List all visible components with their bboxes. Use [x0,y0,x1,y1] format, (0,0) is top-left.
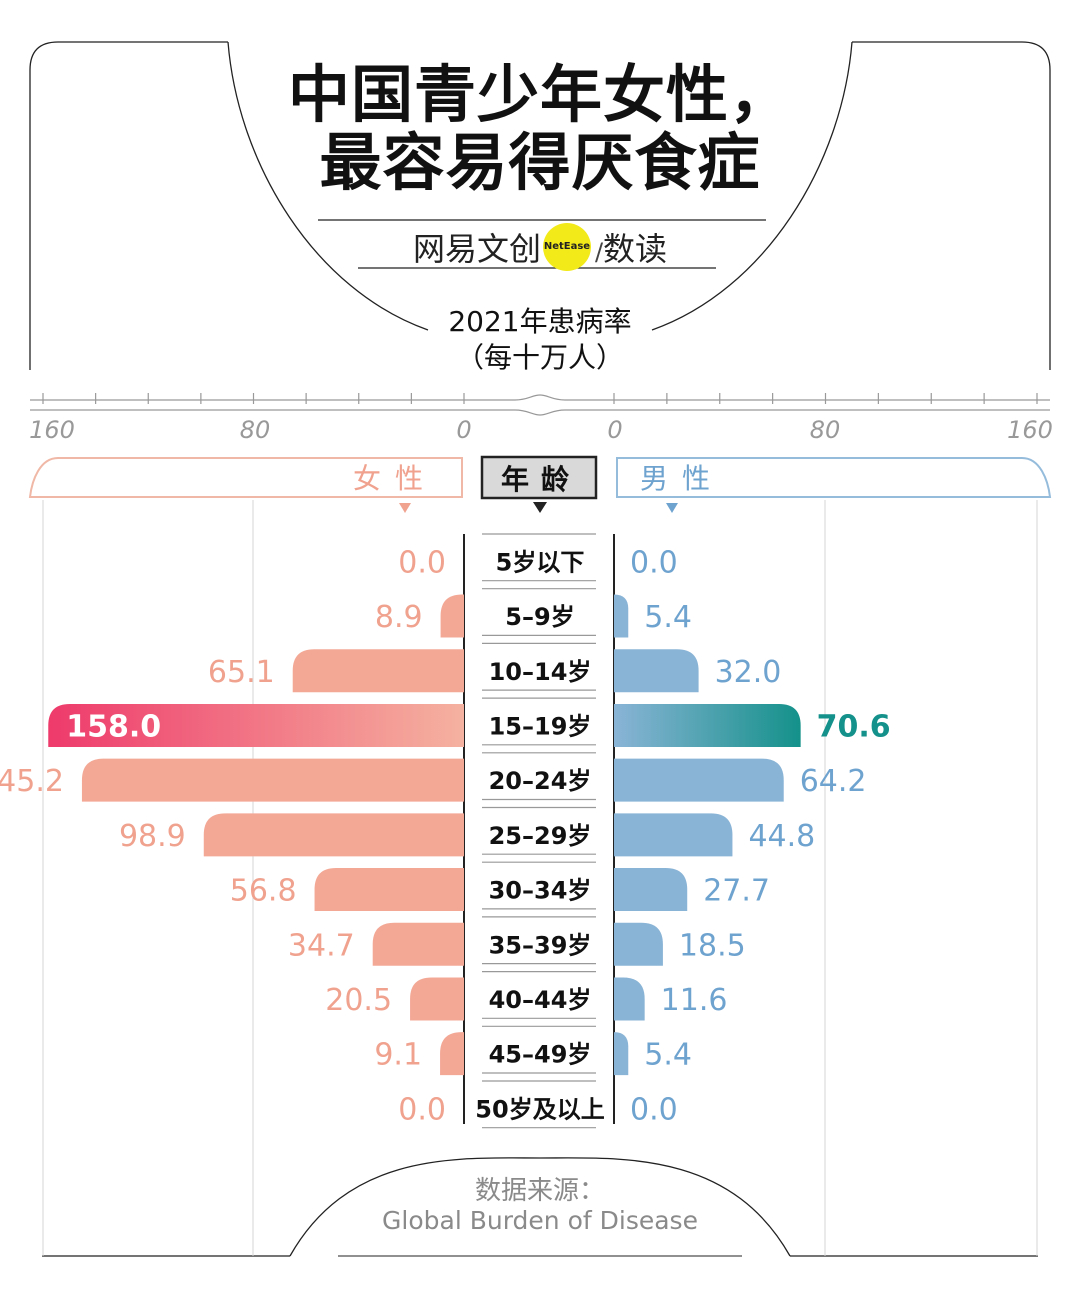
male-bar [614,1032,629,1076]
tick-label-left-160: 160 [29,416,75,444]
tick-label-left-0: 0 [456,416,471,444]
frame-top-right [852,41,1051,370]
age-label: 15–19岁 [489,712,592,740]
axis-ruler [30,393,1050,416]
female-value-label: 0.0 [398,1092,446,1127]
tick-label-right-80: 80 [810,416,841,444]
female-bar [48,703,464,747]
age-label: 30–34岁 [489,877,592,905]
female-value-label: 20.5 [325,983,392,1018]
female-bar [203,813,464,857]
female-header: 女性 [28,457,463,513]
male-value-label: 11.6 [661,983,728,1018]
bar-rows: 5岁以下 0.0 0.0 5–9岁 8.9 5.4 10–14岁 65.1 32.0 15–19岁… [0,533,891,1129]
male-value-label: 32.0 [715,655,782,690]
male-bar [614,703,801,747]
axis-ticks-right [613,393,1038,404]
age-label: 45–49岁 [489,1041,592,1069]
female-bar [440,594,464,638]
brand-right: 数读 [603,230,668,268]
female-value-label: 34.7 [288,928,355,963]
male-header-pointer [666,503,678,513]
brand-left: 网易文创 [412,230,541,268]
female-bar [314,868,464,912]
age-label: 35–39岁 [489,931,592,959]
age-label: 10–14岁 [489,658,592,686]
female-value-label: 56.8 [230,874,297,909]
tick-label-right-160: 160 [1007,416,1053,444]
tick-label-right-0: 0 [607,416,622,444]
male-header: 男性 [616,457,1052,513]
bottom-dome [289,1157,791,1257]
page-title-line-2: 最容易得厌食症 [319,126,761,199]
bowl-arc-left [227,41,429,331]
page-title-line-1: 中国青少年女性， [287,58,792,131]
female-label: 女性 [353,462,437,495]
source-label: 数据来源： [474,1176,605,1206]
female-bar [292,649,464,693]
source-name: Global Burden of Disease [382,1206,698,1235]
female-bar [410,977,464,1021]
bowl-arc-right [651,41,853,331]
male-value-label: 0.0 [630,545,678,580]
title-rules [318,219,766,269]
female-value-label: 98.9 [119,819,186,854]
female-bar [81,758,464,802]
male-value-label: 0.0 [630,1092,678,1127]
male-bar [614,594,629,638]
frame-decoration [29,41,1051,1257]
male-bar [614,813,733,857]
age-label: 5岁以下 [496,548,585,576]
female-value-label: 0.0 [398,545,446,580]
female-header-pointer [399,503,411,513]
female-value-label: 9.1 [374,1038,422,1073]
male-header-bracket [616,457,1052,498]
age-header: 年龄 [480,455,598,513]
male-bar [614,977,645,1021]
male-value-label: 70.6 [817,709,891,744]
female-value-label: 158.0 [66,709,161,744]
male-value-label: 64.2 [800,764,867,799]
male-bar [614,868,688,912]
male-value-label: 27.7 [703,874,770,909]
female-bar [372,922,464,966]
age-label: 40–44岁 [489,986,592,1014]
male-value-label: 5.4 [644,1038,692,1073]
age-header-pointer [533,502,547,513]
axis-tick-labels: 160 80 0 0 80 160 [29,416,1053,444]
age-label: 25–29岁 [489,822,592,850]
male-label: 男性 [640,462,724,495]
brand-badge: NetEase [542,223,591,271]
age-label: 5–9岁 [505,603,574,631]
male-bar [614,758,784,802]
female-header-bracket [28,457,463,498]
male-value-label: 18.5 [679,928,746,963]
unit-line-2: （每十万人） [455,341,624,374]
female-value-label: 65.1 [208,655,275,690]
age-header-box [480,455,598,500]
male-value-label: 44.8 [748,819,815,854]
male-bar [614,649,699,693]
unit-line-1: 2021年患病率 [448,305,632,338]
age-label: 50岁及以上 [475,1095,604,1123]
axis-ticks-left [42,393,465,404]
frame-top-left [29,41,228,370]
female-value-label: 8.9 [375,600,423,635]
age-label: 20–24岁 [489,767,592,795]
male-bar [614,922,663,966]
male-value-label: 5.4 [644,600,692,635]
brand-logo: 网易文创 NetEase/数读 [0,223,1080,275]
female-value-label: 145.2 [0,764,64,799]
female-bar [440,1032,464,1076]
brand-slash: / [594,238,604,266]
gridlines [42,500,1038,1256]
tick-label-left-80: 80 [240,416,271,444]
age-header-label: 年龄 [501,463,581,496]
